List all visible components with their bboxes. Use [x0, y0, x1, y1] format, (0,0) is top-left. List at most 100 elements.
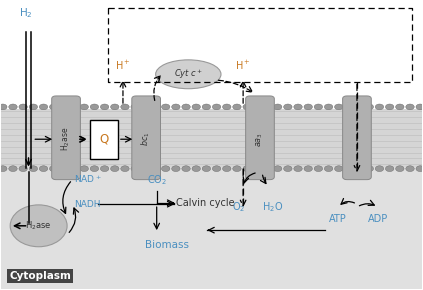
- Bar: [1, 167, 422, 289]
- Circle shape: [314, 166, 323, 172]
- Circle shape: [396, 166, 404, 172]
- Circle shape: [131, 166, 139, 172]
- Circle shape: [355, 166, 363, 172]
- Text: Calvin cycle: Calvin cycle: [176, 198, 234, 208]
- Circle shape: [294, 104, 302, 110]
- FancyBboxPatch shape: [52, 96, 80, 180]
- Circle shape: [222, 104, 231, 110]
- Circle shape: [243, 166, 251, 172]
- Text: Q: Q: [99, 133, 109, 146]
- Circle shape: [416, 104, 423, 110]
- Text: Biomass: Biomass: [145, 240, 189, 250]
- Text: CO$_2$: CO$_2$: [147, 173, 167, 186]
- FancyBboxPatch shape: [132, 96, 160, 180]
- Circle shape: [304, 104, 313, 110]
- Circle shape: [335, 166, 343, 172]
- Circle shape: [273, 104, 282, 110]
- Circle shape: [284, 166, 292, 172]
- Bar: [1, 1, 422, 109]
- Circle shape: [416, 166, 423, 172]
- Circle shape: [192, 104, 201, 110]
- Circle shape: [253, 104, 261, 110]
- Text: $aa_3$: $aa_3$: [255, 132, 265, 147]
- Text: H$^+$: H$^+$: [235, 59, 251, 72]
- Circle shape: [304, 166, 313, 172]
- Ellipse shape: [10, 205, 67, 247]
- Circle shape: [9, 166, 17, 172]
- Circle shape: [273, 166, 282, 172]
- Circle shape: [294, 166, 302, 172]
- Text: O$_2$: O$_2$: [232, 200, 246, 214]
- Circle shape: [406, 104, 414, 110]
- Text: H$_2$ase: H$_2$ase: [25, 220, 52, 232]
- Circle shape: [29, 166, 38, 172]
- Circle shape: [110, 104, 119, 110]
- Circle shape: [243, 104, 251, 110]
- Circle shape: [100, 166, 109, 172]
- Circle shape: [60, 166, 68, 172]
- Circle shape: [263, 104, 272, 110]
- Circle shape: [355, 104, 363, 110]
- Circle shape: [39, 166, 48, 172]
- Circle shape: [90, 104, 99, 110]
- Circle shape: [263, 166, 272, 172]
- Circle shape: [19, 166, 27, 172]
- Circle shape: [365, 104, 374, 110]
- Text: ATP: ATP: [329, 214, 347, 224]
- Circle shape: [9, 104, 17, 110]
- Circle shape: [385, 104, 394, 110]
- Circle shape: [60, 104, 68, 110]
- Circle shape: [80, 166, 88, 172]
- Text: ADP: ADP: [368, 214, 388, 224]
- Circle shape: [375, 166, 384, 172]
- Circle shape: [29, 104, 38, 110]
- Circle shape: [345, 166, 353, 172]
- Text: NAD$^+$: NAD$^+$: [74, 174, 102, 186]
- Text: H$_2$O: H$_2$O: [262, 200, 283, 214]
- Circle shape: [49, 104, 58, 110]
- Circle shape: [39, 104, 48, 110]
- Ellipse shape: [156, 60, 221, 89]
- Circle shape: [0, 104, 7, 110]
- Circle shape: [365, 166, 374, 172]
- Circle shape: [80, 104, 88, 110]
- Circle shape: [314, 104, 323, 110]
- FancyBboxPatch shape: [343, 96, 371, 180]
- Circle shape: [90, 166, 99, 172]
- Circle shape: [162, 166, 170, 172]
- Circle shape: [222, 166, 231, 172]
- Text: H$^+$: H$^+$: [115, 59, 131, 72]
- Circle shape: [406, 166, 414, 172]
- Circle shape: [182, 104, 190, 110]
- Circle shape: [151, 166, 160, 172]
- Circle shape: [233, 166, 241, 172]
- Circle shape: [253, 166, 261, 172]
- Circle shape: [284, 104, 292, 110]
- Circle shape: [0, 166, 7, 172]
- FancyBboxPatch shape: [90, 119, 118, 159]
- Circle shape: [70, 104, 78, 110]
- Circle shape: [212, 104, 221, 110]
- Circle shape: [182, 166, 190, 172]
- Circle shape: [324, 166, 333, 172]
- Text: H$_2$ase: H$_2$ase: [60, 127, 72, 151]
- Circle shape: [121, 104, 129, 110]
- Circle shape: [385, 166, 394, 172]
- Circle shape: [375, 104, 384, 110]
- Circle shape: [172, 166, 180, 172]
- Circle shape: [345, 104, 353, 110]
- Text: Cytoplasm: Cytoplasm: [9, 271, 71, 281]
- Circle shape: [324, 104, 333, 110]
- Circle shape: [70, 166, 78, 172]
- Circle shape: [233, 104, 241, 110]
- Circle shape: [100, 104, 109, 110]
- Text: $bc_1$: $bc_1$: [140, 132, 152, 146]
- Circle shape: [19, 104, 27, 110]
- Circle shape: [202, 166, 211, 172]
- Circle shape: [49, 166, 58, 172]
- FancyBboxPatch shape: [246, 96, 275, 180]
- Circle shape: [162, 104, 170, 110]
- Circle shape: [151, 104, 160, 110]
- Circle shape: [121, 166, 129, 172]
- Circle shape: [212, 166, 221, 172]
